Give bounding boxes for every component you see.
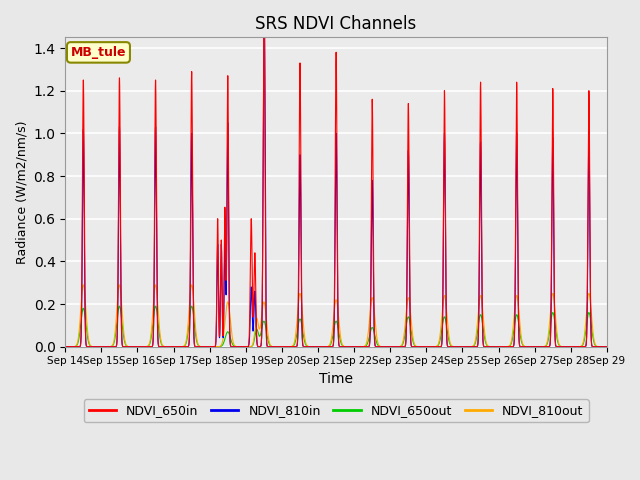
Text: MB_tule: MB_tule (70, 46, 126, 59)
NDVI_810out (348, 344, 356, 349)
Title: SRS NDVI Channels: SRS NDVI Channels (255, 15, 417, 33)
NDVI_810out (120, 334, 128, 340)
Line: NDVI_810in: NDVI_810in (65, 0, 607, 347)
NDVI_810out (531, 344, 539, 349)
NDVI_810out (79, 285, 86, 291)
NDVI_650out (116, 303, 124, 309)
NDVI_650out (180, 343, 188, 349)
NDVI_650out (603, 344, 611, 349)
NDVI_650in (260, 20, 268, 25)
NDVI_650out (191, 330, 199, 336)
NDVI_650out (61, 344, 69, 349)
Y-axis label: Radiance (W/m2/nm/s): Radiance (W/m2/nm/s) (15, 120, 28, 264)
NDVI_650out (79, 307, 86, 313)
NDVI_650out (531, 344, 539, 349)
NDVI_810out (180, 343, 188, 349)
NDVI_810in (120, 344, 128, 349)
NDVI_650in (348, 344, 356, 349)
NDVI_810out (191, 322, 199, 328)
NDVI_810out (61, 344, 69, 349)
NDVI_810in (531, 344, 539, 349)
Line: NDVI_810out: NDVI_810out (65, 285, 607, 347)
NDVI_810in (180, 344, 188, 349)
NDVI_810in (260, 0, 268, 1)
NDVI_650out (348, 344, 356, 349)
NDVI_810in (79, 199, 86, 204)
NDVI_650in (180, 344, 188, 349)
NDVI_650out (120, 337, 128, 343)
NDVI_650in (191, 344, 199, 349)
NDVI_650in (120, 344, 128, 349)
Line: NDVI_650in: NDVI_650in (65, 23, 607, 347)
NDVI_810in (603, 344, 611, 349)
NDVI_810in (191, 344, 199, 349)
NDVI_650in (61, 344, 69, 349)
NDVI_810out (79, 282, 87, 288)
NDVI_650in (79, 166, 86, 172)
NDVI_810in (61, 344, 69, 349)
NDVI_810out (603, 344, 611, 349)
Legend: NDVI_650in, NDVI_810in, NDVI_650out, NDVI_810out: NDVI_650in, NDVI_810in, NDVI_650out, NDV… (84, 399, 589, 422)
Line: NDVI_650out: NDVI_650out (65, 306, 607, 347)
NDVI_650in (531, 344, 539, 349)
NDVI_650in (603, 344, 611, 349)
X-axis label: Time: Time (319, 372, 353, 386)
NDVI_810in (348, 344, 356, 349)
